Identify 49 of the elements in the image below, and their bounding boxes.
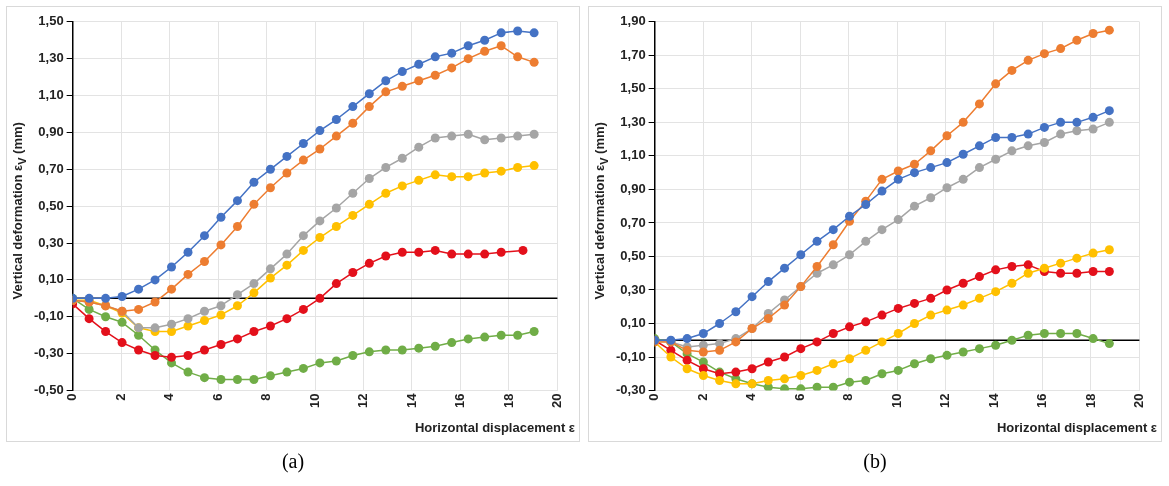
- y-tick-label: 0,30: [38, 234, 64, 250]
- text: (b): [862, 450, 888, 473]
- y-tick-label: 0,10: [620, 315, 646, 331]
- x-tick-label: 20: [1130, 393, 1146, 409]
- y-tick-label: -0,50: [33, 382, 64, 398]
- y-tick-label: 1,10: [620, 147, 646, 163]
- x-axis-title: Horizontal displacement ε: [996, 420, 1157, 435]
- y-tick-label: -0,10: [33, 308, 64, 324]
- x-tick-label: 10: [306, 393, 322, 409]
- x-axis-title: Horizontal displacement ε: [414, 420, 575, 435]
- x-tick-label: 2: [694, 393, 710, 401]
- y-tick-label: -0,10: [615, 348, 646, 364]
- y-tick-label: 1,50: [620, 80, 646, 96]
- x-tick-label: 18: [1082, 393, 1098, 409]
- x-tick-label: 16: [1034, 393, 1050, 409]
- x-tick-label: 18: [500, 393, 516, 409]
- text: (a): [280, 450, 306, 473]
- y-tick-label: 0,50: [38, 197, 64, 213]
- x-tick-label: 20: [548, 393, 564, 409]
- x-tick-label: 6: [209, 393, 225, 401]
- y-tick-label: 0,10: [38, 271, 64, 287]
- y-tick-label: 0,30: [620, 281, 646, 297]
- y-tick-label: -0,30: [33, 345, 64, 361]
- x-tick-label: 6: [791, 393, 807, 401]
- y-tick-label: 0,70: [620, 214, 646, 230]
- x-tick-label: 12: [355, 393, 371, 409]
- x-tick-label: 14: [403, 392, 419, 409]
- x-tick-label: 14: [985, 392, 1001, 409]
- x-tick-label: 4: [161, 392, 177, 401]
- x-tick-label: 2: [112, 393, 128, 401]
- y-tick-label: 1,70: [620, 46, 646, 62]
- x-tick-label: 12: [937, 393, 953, 409]
- y-tick-label: 1,30: [620, 113, 646, 129]
- y-tick-label: 0,50: [620, 248, 646, 264]
- x-tick-label: 8: [258, 393, 274, 401]
- x-tick-label: 4: [743, 392, 759, 401]
- x-tick-label: 10: [888, 393, 904, 409]
- y-tick-label: 1,90: [620, 13, 646, 29]
- y-tick-label: 0,90: [38, 124, 64, 139]
- y-tick-label: -0,30: [615, 382, 646, 398]
- x-tick-label: 0: [646, 393, 662, 401]
- x-tick-label: 0: [64, 393, 80, 401]
- y-tick-label: 1,50: [38, 13, 64, 29]
- y-tick-label: 0,90: [620, 180, 646, 196]
- y-tick-label: 1,10: [38, 87, 64, 103]
- y-tick-label: 1,30: [38, 50, 64, 66]
- x-tick-label: 16: [452, 393, 468, 409]
- x-tick-label: 8: [840, 393, 856, 401]
- y-tick-label: 0,70: [38, 160, 64, 176]
